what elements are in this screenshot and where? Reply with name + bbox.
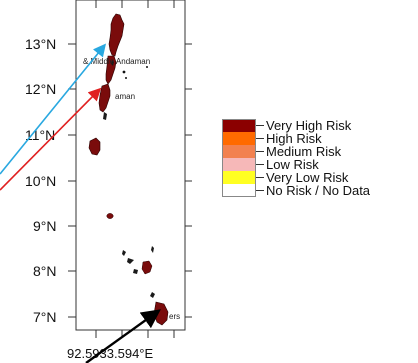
y-tick-label: 8°N [33, 263, 57, 279]
x-axis-labels: 92.5933.594°E [67, 346, 153, 361]
legend-item: No Risk / No Data [222, 184, 418, 197]
legend-label: Very Low Risk [266, 170, 349, 185]
red-arrow [0, 87, 102, 191]
legend-tick [256, 190, 264, 191]
legend-item: Very Low Risk [222, 171, 418, 184]
legend-label: Low Risk [266, 157, 319, 172]
island-north-andaman [108, 13, 125, 57]
island-fragment [122, 250, 126, 256]
map-frame [75, 0, 186, 331]
legend-swatch [222, 119, 256, 132]
island-fragment [127, 258, 134, 264]
island-fragment [146, 66, 148, 68]
black-arrow [85, 309, 161, 363]
legend: Very High Risk High Risk Medium Risk Low… [222, 119, 418, 197]
legend-label: High Risk [266, 131, 322, 146]
island-car-nicobar [106, 213, 114, 219]
island-little-andaman [88, 137, 101, 156]
island-fragment [133, 269, 138, 274]
legend-swatch [222, 158, 256, 171]
legend-swatch [222, 171, 256, 184]
cyan-arrow [0, 43, 107, 175]
y-tick-label: 12°N [25, 81, 56, 97]
place-label-nicobar: ers [169, 312, 180, 321]
legend-swatch [222, 145, 256, 158]
legend-tick [256, 177, 264, 178]
island-fragment [111, 60, 114, 66]
place-label-middle-andaman: & Middle Andaman [83, 57, 150, 66]
island-fragment [103, 112, 107, 120]
legend-tick [256, 151, 264, 152]
y-tick-label: 10°N [25, 173, 56, 189]
y-tick-label: 11°N [25, 127, 55, 143]
x-axis [95, 0, 175, 338]
legend-tick [256, 138, 264, 139]
legend-swatch [222, 132, 256, 145]
legend-item: Medium Risk [222, 145, 418, 158]
island-fragment [151, 246, 154, 253]
y-tick-label: 9°N [33, 218, 57, 234]
y-tick-label: 7°N [33, 309, 57, 325]
island-nancowry [141, 260, 153, 275]
place-label-south-andaman: aman [115, 92, 135, 101]
legend-swatch [222, 184, 256, 197]
island-fragment [125, 77, 127, 79]
y-tick-label: 13°N [25, 36, 56, 52]
legend-label: Medium Risk [266, 144, 342, 159]
island-fragment [122, 70, 126, 74]
legend-tick [256, 164, 264, 165]
legend-item: High Risk [222, 132, 418, 145]
legend-item: Low Risk [222, 158, 418, 171]
legend-item: Very High Risk [222, 119, 418, 132]
legend-label: Very High Risk [266, 118, 352, 133]
legend-tick [256, 125, 264, 126]
legend-label: No Risk / No Data [266, 183, 371, 198]
island-fragment [150, 292, 155, 298]
